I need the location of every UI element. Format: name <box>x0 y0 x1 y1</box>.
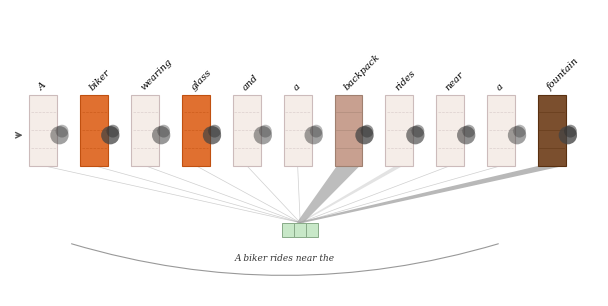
Circle shape <box>462 125 475 137</box>
Circle shape <box>106 125 119 137</box>
Bar <box>538 95 566 166</box>
Circle shape <box>406 126 424 144</box>
Bar <box>233 95 261 166</box>
Text: backpack: backpack <box>342 52 382 92</box>
Polygon shape <box>299 166 403 223</box>
Circle shape <box>513 125 526 137</box>
Text: a: a <box>291 81 302 92</box>
Circle shape <box>564 125 577 137</box>
Text: wearing: wearing <box>139 57 174 92</box>
Bar <box>182 95 210 166</box>
Circle shape <box>152 126 170 144</box>
Circle shape <box>310 125 323 137</box>
Circle shape <box>355 126 374 144</box>
Circle shape <box>559 126 577 144</box>
Circle shape <box>203 126 221 144</box>
Bar <box>29 95 57 166</box>
Bar <box>385 95 413 166</box>
Circle shape <box>259 125 272 137</box>
Text: glass: glass <box>190 68 214 92</box>
Bar <box>80 95 108 166</box>
Circle shape <box>101 126 119 144</box>
Circle shape <box>157 125 170 137</box>
Text: a: a <box>495 81 505 92</box>
Text: near: near <box>444 70 466 92</box>
Circle shape <box>361 125 373 137</box>
Circle shape <box>55 125 69 137</box>
Text: rides: rides <box>393 68 417 92</box>
Circle shape <box>208 125 221 137</box>
Text: biker: biker <box>88 68 112 92</box>
Bar <box>284 95 312 166</box>
Bar <box>487 95 515 166</box>
Polygon shape <box>296 166 565 223</box>
Bar <box>306 223 318 237</box>
Text: fountain: fountain <box>545 57 581 92</box>
Text: A: A <box>37 81 49 92</box>
Circle shape <box>412 125 424 137</box>
Bar <box>436 95 464 166</box>
Polygon shape <box>297 166 360 223</box>
Circle shape <box>457 126 475 144</box>
Bar <box>131 95 159 166</box>
Circle shape <box>305 126 323 144</box>
Circle shape <box>50 126 69 144</box>
Bar <box>294 223 306 237</box>
Circle shape <box>508 126 526 144</box>
Text: A biker rides near the: A biker rides near the <box>235 254 335 263</box>
Bar <box>334 95 362 166</box>
Text: and: and <box>240 73 260 92</box>
Circle shape <box>254 126 272 144</box>
Bar <box>282 223 294 237</box>
